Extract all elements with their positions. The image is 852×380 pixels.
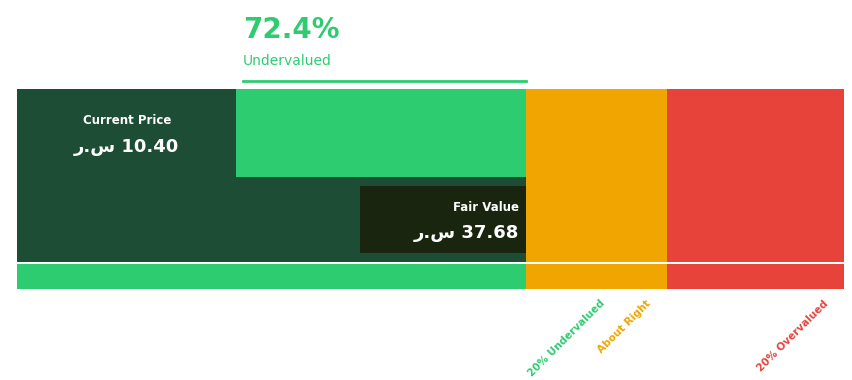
Bar xyxy=(17,264,526,289)
Bar xyxy=(17,89,236,177)
Bar xyxy=(360,186,526,253)
Bar xyxy=(665,264,843,289)
Text: 72.4%: 72.4% xyxy=(243,16,339,44)
Text: Fair Value: Fair Value xyxy=(452,201,519,214)
Text: 20% Undervalued: 20% Undervalued xyxy=(526,298,606,379)
Bar xyxy=(526,264,665,289)
Text: Current Price: Current Price xyxy=(83,114,170,127)
Bar xyxy=(21,99,232,167)
Bar xyxy=(17,89,526,177)
Text: ر.س 10.40: ر.س 10.40 xyxy=(74,138,179,156)
Bar xyxy=(17,177,526,262)
Text: Undervalued: Undervalued xyxy=(243,54,331,68)
Text: About Right: About Right xyxy=(596,298,653,355)
Bar xyxy=(665,177,843,262)
Text: 20% Overvalued: 20% Overvalued xyxy=(755,298,829,373)
Bar xyxy=(17,177,526,262)
Bar xyxy=(526,177,665,262)
Bar xyxy=(526,89,665,177)
Bar xyxy=(665,89,843,177)
Text: ر.س 37.68: ر.س 37.68 xyxy=(413,224,519,242)
